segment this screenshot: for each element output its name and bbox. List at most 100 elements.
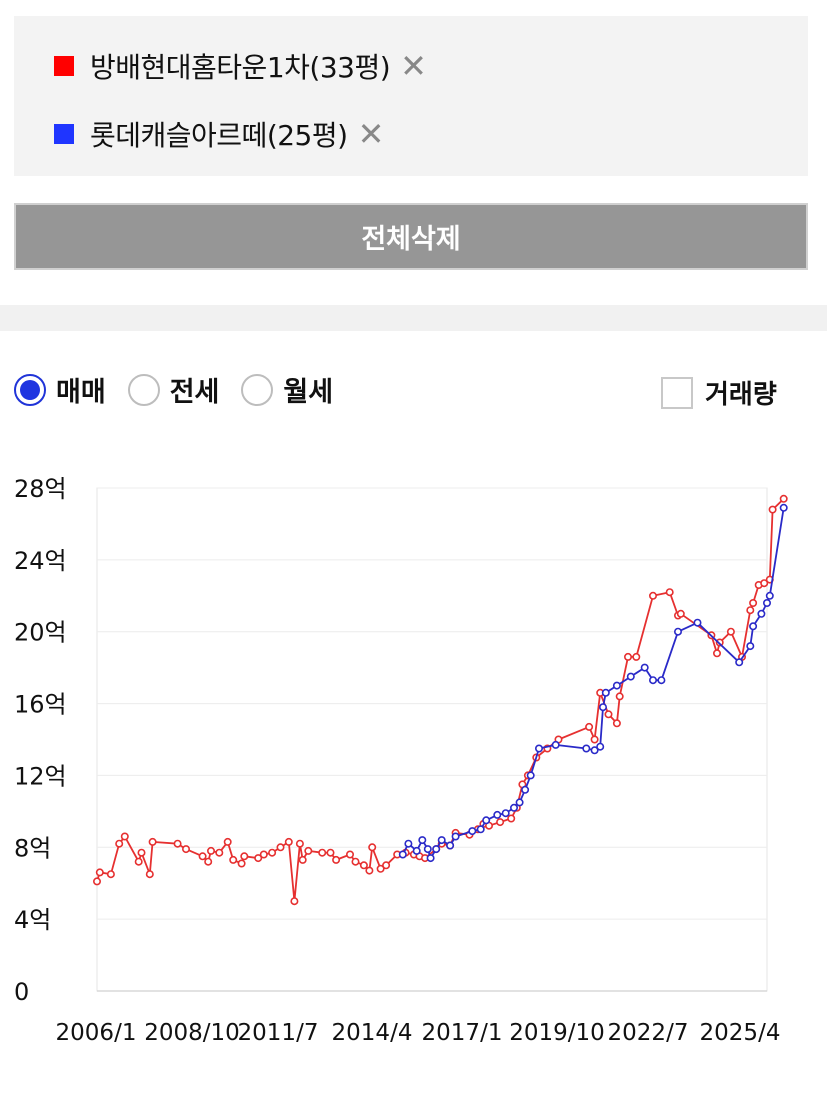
data-point-1 (237, 859, 246, 868)
data-point-1 (290, 897, 299, 906)
data-point-1 (345, 850, 354, 859)
radio-sale[interactable]: 매매 (14, 370, 106, 409)
x-tick-label: 2022/7 (608, 1020, 689, 1046)
compare-item-label-2: 롯데캐슬아르떼(25평) (90, 119, 348, 152)
data-point-1 (585, 722, 594, 731)
plot-area-border (96, 487, 768, 992)
data-point-2 (432, 845, 441, 854)
data-point-1 (507, 814, 516, 823)
close-icon[interactable]: ✕ (400, 47, 427, 85)
y-tick-label: 0 (14, 978, 29, 1006)
data-point-2 (590, 746, 599, 755)
data-point-1 (137, 848, 146, 857)
radio-label-jeonse: 전세 (169, 377, 220, 408)
data-point-1 (760, 579, 769, 588)
y-tick-label: 16억 (14, 691, 67, 719)
data-point-1 (623, 652, 632, 661)
data-point-1 (368, 843, 377, 852)
data-point-2 (601, 688, 610, 697)
data-point-1 (223, 837, 232, 846)
data-point-1 (665, 588, 674, 597)
data-point-1 (145, 870, 154, 879)
data-point-1 (268, 848, 277, 857)
close-icon[interactable]: ✕ (357, 115, 385, 153)
data-point-2 (526, 771, 535, 780)
data-point-2 (582, 744, 591, 753)
data-point-2 (521, 785, 530, 794)
data-point-1 (115, 839, 124, 848)
data-point-1 (295, 839, 304, 848)
compare-item-label-1: 방배현대홈타운1차(33평) (90, 51, 391, 84)
data-point-2 (746, 642, 755, 651)
data-point-1 (173, 839, 182, 848)
data-point-2 (765, 591, 774, 600)
series-color-swatch-1 (54, 56, 74, 76)
x-tick-label: 2019/10 (509, 1020, 605, 1046)
section-divider (0, 305, 827, 331)
data-point-1 (318, 848, 327, 857)
data-point-1 (648, 591, 657, 600)
data-point-2 (398, 850, 407, 859)
data-point-2 (749, 622, 758, 631)
radio-monthly-rent[interactable]: 월세 (241, 370, 333, 409)
x-tick-label: 2014/4 (332, 1020, 413, 1046)
data-point-1 (382, 861, 391, 870)
trade-volume-checkbox[interactable] (661, 376, 693, 409)
data-point-1 (332, 855, 341, 864)
data-point-1 (779, 494, 788, 503)
x-tick-label: 2011/7 (238, 1020, 319, 1046)
data-point-1 (615, 692, 624, 701)
y-tick-label: 12억 (14, 762, 67, 790)
data-point-1 (254, 854, 263, 863)
radio-button[interactable] (127, 373, 160, 406)
data-point-2 (423, 845, 432, 854)
data-point-1 (359, 861, 368, 870)
data-point-1 (604, 710, 613, 719)
data-point-2 (551, 740, 560, 749)
radio-label-monthly-rent: 월세 (283, 377, 334, 408)
radio-jeonse[interactable]: 전세 (127, 370, 220, 409)
data-point-2 (640, 663, 649, 672)
y-tick-label: 24억 (14, 547, 67, 575)
data-point-1 (746, 606, 755, 615)
trade-volume-toggle[interactable]: 거래량 (661, 374, 777, 411)
data-point-1 (749, 599, 758, 608)
data-point-1 (632, 652, 641, 661)
data-point-2 (437, 836, 446, 845)
data-point-1 (351, 857, 360, 866)
delete-all-button[interactable]: 전체삭제 (14, 203, 808, 270)
data-point-1 (182, 845, 191, 854)
data-point-1 (676, 609, 685, 618)
data-point-1 (726, 627, 735, 636)
series-line-2 (402, 507, 785, 860)
data-point-2 (426, 854, 435, 863)
data-point-1 (712, 649, 721, 658)
y-tick-label: 4억 (14, 906, 51, 934)
data-point-2 (482, 816, 491, 825)
data-point-2 (493, 810, 502, 819)
data-point-1 (612, 719, 621, 728)
data-point-1 (204, 857, 213, 866)
radio-label-sale: 매매 (56, 377, 106, 408)
data-point-1 (304, 846, 313, 855)
data-point-2 (757, 609, 766, 618)
data-point-1 (229, 855, 238, 864)
y-tick-label: 28억 (14, 475, 67, 503)
data-point-2 (596, 742, 605, 751)
data-point-2 (779, 503, 788, 512)
data-point-2 (657, 676, 666, 685)
trade-type-radio-group: 매매 전세 월세 (14, 370, 355, 409)
radio-button-selected[interactable] (14, 373, 46, 406)
data-point-1 (326, 848, 335, 857)
data-point-1 (148, 837, 157, 846)
data-point-1 (496, 818, 505, 827)
data-point-2 (762, 599, 771, 608)
compare-item-2: 롯데캐슬아르떼(25평) ✕ (54, 114, 384, 154)
data-point-1 (95, 868, 104, 877)
data-point-2 (412, 846, 421, 855)
radio-button[interactable] (241, 373, 274, 406)
data-point-2 (626, 672, 635, 681)
data-point-2 (468, 827, 477, 836)
data-point-2 (451, 832, 460, 841)
x-tick-label: 2025/4 (700, 1020, 781, 1046)
